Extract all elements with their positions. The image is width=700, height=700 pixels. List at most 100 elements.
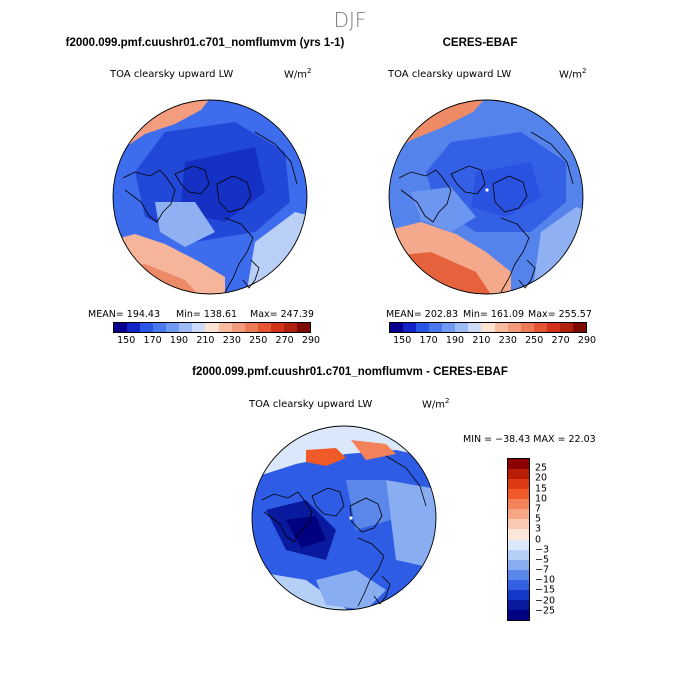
model-units-label: W/m2 [284,67,312,81]
model-panel-header: f2000.099.pmf.cuushr01.c701_nomflumvm (y… [65,37,345,49]
diff-colorbar-swatch [508,479,529,490]
obs-polar-map [388,99,584,295]
model-colorbar-swatch [179,323,193,332]
model-colorbar-tick-label: 290 [301,335,321,346]
obs-colorbar-swatch [403,323,417,332]
diff-colorbar-tick-label: −25 [535,605,556,617]
obs-colorbar-swatch [494,323,508,332]
obs-colorbar-swatch [572,323,586,332]
obs-min-stat: Min= 161.09 [463,309,525,320]
diff-colorbar-swatch [508,579,529,590]
obs-colorbar-swatch [468,323,482,332]
model-colorbar [113,322,311,333]
diff-colorbar-tick-label: −10 [535,574,556,586]
obs-colorbar-swatch [390,323,404,332]
obs-colorbar-tick-label: 210 [472,335,491,346]
diff-colorbar [507,458,530,621]
model-colorbar-swatch [231,323,245,332]
diff-colorbar-tick-label: 5 [535,513,542,525]
obs-units-label: W/m2 [559,67,587,81]
obs-colorbar-tick-label: 290 [577,335,597,346]
model-colorbar-swatch [153,323,167,332]
model-colorbar-swatch [140,323,154,332]
diff-colorbar-tick-label: 15 [535,483,548,495]
obs-colorbar-swatch [507,323,521,332]
diff-colorbar-tick-label: 20 [535,472,548,484]
obs-colorbar-tick-label: 250 [525,335,544,346]
diff-colorbar-tick-label: −15 [535,584,556,596]
diff-minmax-stat: MIN = −38.43 MAX = 22.03 [463,434,596,445]
diff-colorbar-swatch [508,519,529,530]
diff-polar-map [251,425,437,611]
model-colorbar-swatch [270,323,284,332]
model-colorbar-swatch [205,323,219,332]
obs-colorbar-swatch [546,323,560,332]
diff-colorbar-tick-label: 0 [535,534,542,545]
obs-max-stat: Max= 255.57 [528,309,592,320]
model-min-stat: Min= 138.61 [176,309,238,320]
obs-colorbar-tick-label: 230 [498,335,517,346]
diff-colorbar-swatch [508,539,529,550]
diff-colorbar-swatch [508,599,529,610]
diff-colorbar-tick-label: −20 [535,595,556,607]
model-colorbar-tick-label: 250 [249,335,268,346]
obs-colorbar-tick-label: 150 [393,335,412,346]
obs-colorbar-swatch [442,323,456,332]
diff-colorbar-swatch [508,569,529,580]
model-colorbar-swatch [192,323,206,332]
model-colorbar-swatch [218,323,232,332]
obs-colorbar-tick-label: 170 [419,335,438,346]
diff-units-label: W/m2 [422,397,450,411]
obs-colorbar-swatch [520,323,534,332]
diff-colorbar-ticks: 25 20 15 10 7 5 3 0 −3 −5 −7 −10 −15 −20 −25 [535,458,575,621]
diff-colorbar-swatch [508,549,529,560]
obs-colorbar-swatch [429,323,443,332]
diff-panel-header: f2000.099.pmf.cuushr01.c701_nomflumvm - … [192,366,508,378]
model-colorbar-ticks: 150 170 190 210 230 250 270 290 [113,335,320,349]
model-colorbar-swatch [257,323,271,332]
diff-colorbar-swatch [508,529,529,540]
diff-colorbar-tick-label: −7 [535,564,550,576]
diff-colorbar-tick-label: 7 [535,503,542,515]
diff-colorbar-tick-label: −5 [535,554,550,566]
obs-colorbar-tick-label: 270 [551,335,570,346]
model-colorbar-tick-label: 150 [117,335,136,346]
model-colorbar-tick-label: 170 [143,335,162,346]
diff-colorbar-tick-label: −3 [535,544,550,556]
model-colorbar-tick-label: 210 [196,335,215,346]
diff-colorbar-tick-label: 3 [535,523,542,535]
figure-title: DJF [333,8,367,32]
model-colorbar-tick-label: 190 [169,335,189,346]
model-variable-label: TOA clearsky upward LW [110,69,234,80]
model-colorbar-tick-label: 270 [275,335,294,346]
diff-colorbar-swatch [508,609,529,620]
diff-colorbar-swatch [508,509,529,520]
diff-colorbar-swatch [508,589,529,600]
model-colorbar-swatch [296,323,310,332]
diff-colorbar-tick-label: 25 [535,462,548,474]
model-polar-map [112,99,308,295]
model-colorbar-swatch [166,323,180,332]
obs-colorbar-swatch [416,323,430,332]
obs-variable-label: TOA clearsky upward LW [388,69,512,80]
obs-colorbar [389,322,587,333]
obs-panel-header: CERES-EBAF [442,37,518,49]
diff-colorbar-swatch [508,499,529,510]
model-colorbar-swatch [127,323,141,332]
obs-colorbar-tick-label: 190 [445,335,465,346]
obs-colorbar-ticks: 150 170 190 210 230 250 270 290 [389,335,596,349]
diff-colorbar-swatch [508,489,529,500]
obs-colorbar-swatch [455,323,469,332]
obs-colorbar-swatch [559,323,573,332]
diff-colorbar-swatch [508,469,529,480]
model-colorbar-swatch [244,323,258,332]
model-colorbar-swatch [283,323,297,332]
obs-mean-stat: MEAN= 202.83 [386,309,459,320]
model-colorbar-tick-label: 230 [222,335,241,346]
model-colorbar-swatch [114,323,128,332]
obs-colorbar-swatch [481,323,495,332]
diff-colorbar-swatch [508,459,529,470]
obs-colorbar-swatch [533,323,547,332]
diff-colorbar-swatch [508,559,529,570]
